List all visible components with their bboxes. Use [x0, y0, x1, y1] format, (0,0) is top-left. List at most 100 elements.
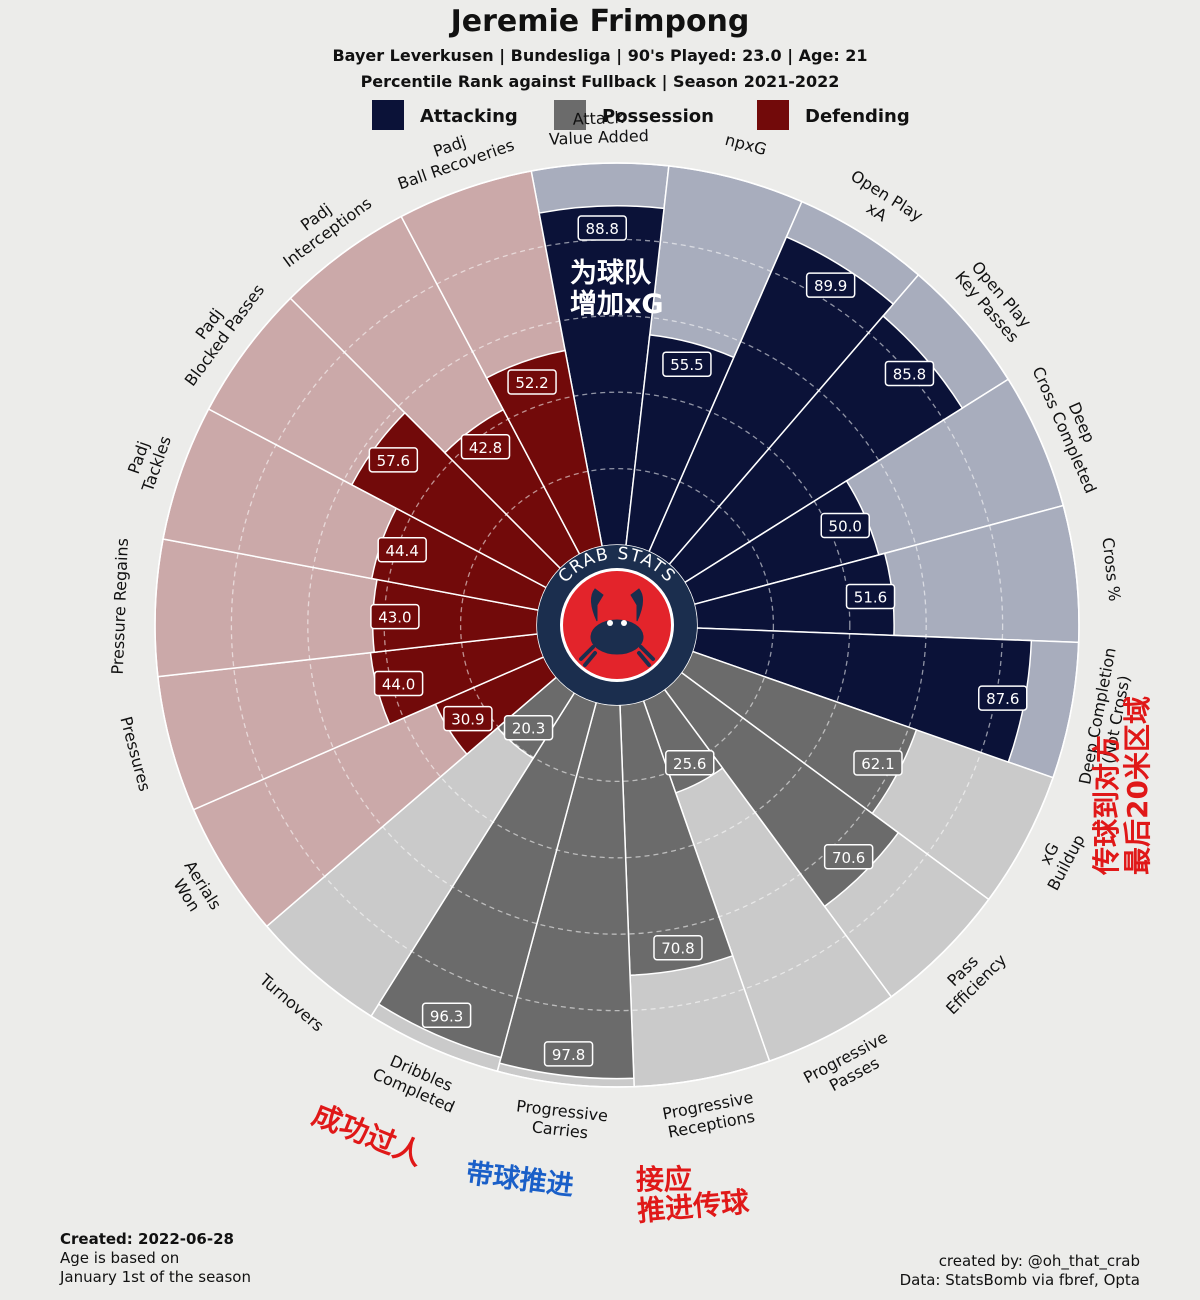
- category-label-line: Value Added: [549, 126, 650, 149]
- category-label-line: Pressure Regains: [108, 538, 132, 675]
- category-label-line: Attack: [572, 108, 624, 129]
- value-label: 87.6: [978, 685, 1028, 711]
- value-label-text: 70.8: [661, 940, 694, 958]
- category-label: Cross %: [1098, 536, 1124, 602]
- value-label-box: [820, 512, 870, 539]
- value-label-text: 97.8: [552, 1046, 585, 1064]
- value-label-text: 42.8: [469, 439, 502, 457]
- value-label-box: [368, 447, 419, 473]
- value-label-box: [370, 603, 420, 630]
- value-label: 70.8: [653, 934, 703, 961]
- legend-possession-label: Possession: [602, 106, 714, 127]
- value-label: 51.6: [845, 583, 896, 610]
- value-label-text: 44.0: [382, 675, 415, 693]
- value-label-text: 52.2: [515, 374, 548, 392]
- gridlines: [154, 162, 1080, 1088]
- category-label: Turnovers: [255, 969, 327, 1035]
- value-label-box: [662, 351, 712, 377]
- annotation-receptions-line1: 接应: [636, 1163, 693, 1196]
- value-label-box: [443, 705, 493, 732]
- created-date: Created: 2022-06-28: [60, 1230, 234, 1248]
- category-label-line: Open Play: [847, 166, 926, 225]
- value-label-box: [884, 360, 935, 387]
- value-label-box: [653, 934, 703, 961]
- age-note-line1: Age is based on: [60, 1249, 180, 1267]
- bar: [498, 701, 635, 1080]
- value-label-box: [853, 750, 903, 776]
- value-label-text: 50.0: [829, 517, 862, 535]
- chart-subtitle-team: Bayer Leverkusen | Bundesliga | 90's Pla…: [332, 46, 868, 65]
- value-label: 57.6: [368, 447, 419, 473]
- age-note-line2: January 1st of the season: [60, 1268, 251, 1286]
- value-label-box: [805, 272, 856, 298]
- annotation-receptions: 接应 推进传球: [635, 1163, 751, 1229]
- value-label: 96.3: [421, 1002, 472, 1029]
- value-label: 85.8: [884, 360, 935, 387]
- category-label: npxG: [723, 130, 769, 159]
- legend-possession-swatch: [554, 100, 586, 130]
- legend-defending-label: Defending: [805, 106, 910, 127]
- legend-defending-swatch: [757, 100, 789, 130]
- footer-left: Created: 2022-06-28 Age is based on Janu…: [60, 1230, 251, 1287]
- value-label-text: 55.5: [670, 356, 703, 374]
- value-label-box: [377, 537, 427, 563]
- value-label: 70.6: [823, 844, 874, 870]
- legend-attacking-label: Attacking: [420, 106, 518, 127]
- value-label: 52.2: [507, 369, 557, 395]
- category-label: Pressure Regains: [108, 538, 132, 675]
- legend-attacking-swatch: [372, 100, 404, 130]
- crab-stats-logo: CRAB STATS: [537, 544, 697, 705]
- outer-ring: [154, 162, 1080, 1088]
- value-label-box: [543, 1041, 594, 1067]
- value-label-box: [577, 215, 627, 241]
- grid-ring: [307, 315, 927, 935]
- category-label-line: Pressures: [116, 714, 154, 793]
- value-label-box: [823, 844, 874, 870]
- category-label-line: npxG: [723, 130, 769, 159]
- value-label-box: [978, 685, 1028, 711]
- value-label-text: 85.8: [893, 365, 926, 383]
- value-label-text: 30.9: [451, 711, 484, 729]
- value-label-box: [421, 1002, 472, 1029]
- value-labels: 88.8 55.5 89.9 85.8 50.0 51.6 87.6 62.1 70.6 25.6…: [368, 215, 1028, 1067]
- value-label: 50.0: [820, 512, 870, 539]
- credit-data-source: Data: StatsBomb via fbref, Opta: [899, 1271, 1140, 1289]
- value-label-text: 62.1: [861, 755, 894, 773]
- grid-ring: [459, 467, 775, 783]
- value-label: 97.8: [543, 1041, 594, 1067]
- value-label-text: 44.4: [385, 542, 418, 560]
- value-label-text: 43.0: [378, 609, 411, 627]
- bar: [648, 235, 895, 566]
- category-label: Pressures: [116, 714, 154, 793]
- annotation-attack-value: 为球队 增加xG: [570, 258, 664, 320]
- value-label-box: [507, 369, 557, 395]
- annotation-receptions-line2: 推进传球: [635, 1185, 751, 1229]
- value-label-text: 70.6: [832, 849, 865, 867]
- bar: [538, 205, 665, 548]
- footer-right: created by: @oh_that_crab Data: StatsBom…: [900, 1252, 1140, 1290]
- chart-title: Jeremie Frimpong: [450, 4, 750, 39]
- value-label-text: 89.9: [814, 277, 847, 295]
- value-label: 25.6: [665, 750, 715, 776]
- value-label-text: 25.6: [673, 755, 706, 773]
- value-label-box: [460, 434, 511, 460]
- annotation-deep-completion-line2: 最后20米区域: [1120, 696, 1154, 875]
- credit-author: created by: @oh_that_crab: [938, 1252, 1140, 1270]
- value-label-box: [503, 714, 554, 741]
- value-label-text: 57.6: [377, 452, 410, 470]
- value-label-box: [373, 670, 424, 697]
- value-label-box: [845, 583, 896, 610]
- value-label-text: 88.8: [586, 220, 619, 238]
- grid-ring: [230, 238, 1004, 1012]
- value-label-text: 20.3: [512, 720, 545, 738]
- value-label: 44.0: [373, 670, 424, 697]
- value-label: 89.9: [805, 272, 856, 298]
- value-label: 43.0: [370, 603, 420, 630]
